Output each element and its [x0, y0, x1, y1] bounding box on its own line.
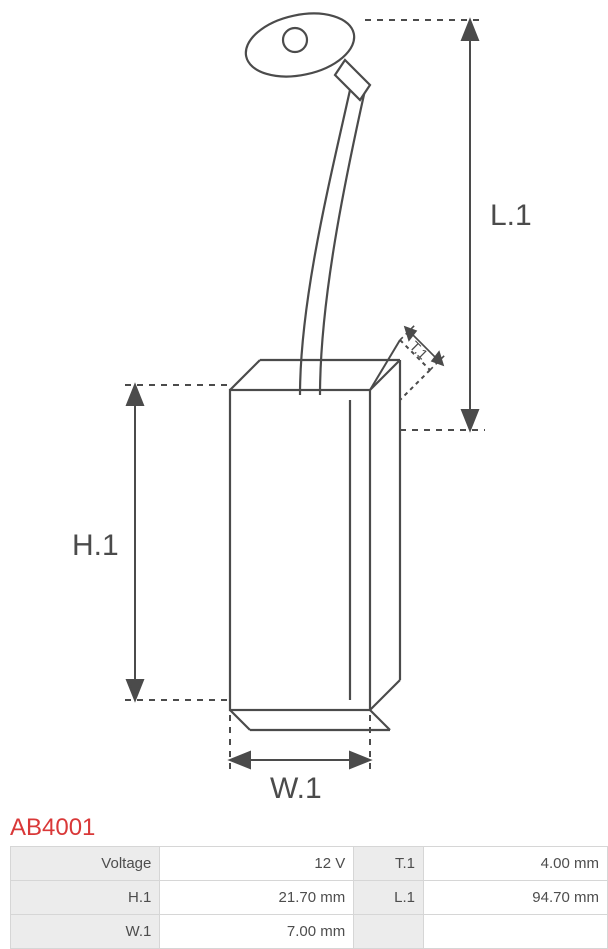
table-row: H.1 21.70 mm L.1 94.70 mm: [11, 881, 608, 915]
spec-label: H.1: [11, 881, 160, 915]
spec-value: 4.00 mm: [424, 847, 608, 881]
spec-label: T.1: [354, 847, 424, 881]
spec-value: 12 V: [160, 847, 354, 881]
table-row: Voltage 12 V T.1 4.00 mm: [11, 847, 608, 881]
spec-value: [424, 915, 608, 949]
spec-label: L.1: [354, 881, 424, 915]
spec-table: Voltage 12 V T.1 4.00 mm H.1 21.70 mm L.…: [10, 846, 608, 949]
label-l1: L.1: [490, 199, 532, 232]
label-t1: T.1: [407, 338, 432, 363]
spec-value: 7.00 mm: [160, 915, 354, 949]
table-row: W.1 7.00 mm: [11, 915, 608, 949]
spec-value: 94.70 mm: [424, 881, 608, 915]
spec-label: Voltage: [11, 847, 160, 881]
spec-table-body: Voltage 12 V T.1 4.00 mm H.1 21.70 mm L.…: [11, 847, 608, 949]
spec-value: 21.70 mm: [160, 881, 354, 915]
dimension-diagram: L.1 H.1 W.1 T.1: [0, 0, 608, 810]
spec-label: [354, 915, 424, 949]
part-number: AB4001: [0, 810, 608, 846]
label-h1: H.1: [72, 529, 119, 562]
label-w1: W.1: [270, 772, 322, 805]
spec-label: W.1: [11, 915, 160, 949]
diagram-svg: L.1 H.1 W.1 T.1: [0, 0, 608, 810]
